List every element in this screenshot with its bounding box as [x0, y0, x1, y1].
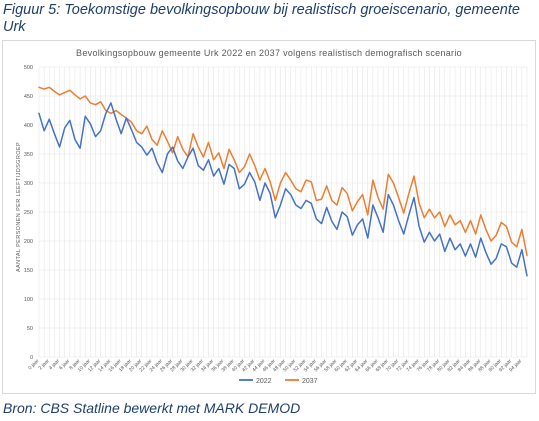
source-note: Bron: CBS Statline bewerkt met MARK DEMO… — [3, 400, 301, 416]
y-tick-label: 350 — [24, 152, 33, 158]
y-tick-label: 150 — [24, 268, 33, 274]
chart-frame: Bevolkingsopbouw gemeente Urk 2022 en 20… — [2, 40, 536, 394]
series-lines — [38, 86, 528, 277]
y-tick-label: 200 — [24, 239, 33, 245]
legend-label-2022: 2022 — [256, 378, 272, 385]
series-line-2022 — [38, 102, 528, 277]
y-tick-label: 50 — [27, 326, 33, 332]
y-tick-label: 100 — [24, 297, 33, 303]
chart: Bevolkingsopbouw gemeente Urk 2022 en 20… — [16, 48, 528, 385]
y-tick-label: 400 — [24, 123, 33, 129]
series-line-2037 — [38, 86, 528, 257]
y-tick-label: 300 — [24, 181, 33, 187]
y-tick-label: 250 — [24, 210, 33, 216]
gridlines — [38, 66, 528, 358]
y-tick-label: 0 — [30, 355, 33, 361]
legend: 2022 2037 — [239, 378, 318, 385]
figure-caption: Figuur 5: Toekomstige bevolkingsopbouw b… — [3, 2, 520, 35]
y-tick-label: 500 — [24, 65, 33, 71]
y-axis: 0 50 100 150 200 250 300 350 400 450 500 — [24, 65, 33, 361]
y-axis-label: AANTAL PERSONEN PER LEEFTIJDSGROEP — [16, 142, 22, 272]
legend-label-2037: 2037 — [302, 378, 318, 385]
y-tick-label: 450 — [24, 94, 33, 100]
chart-title: Bevolkingsopbouw gemeente Urk 2022 en 20… — [76, 48, 462, 58]
